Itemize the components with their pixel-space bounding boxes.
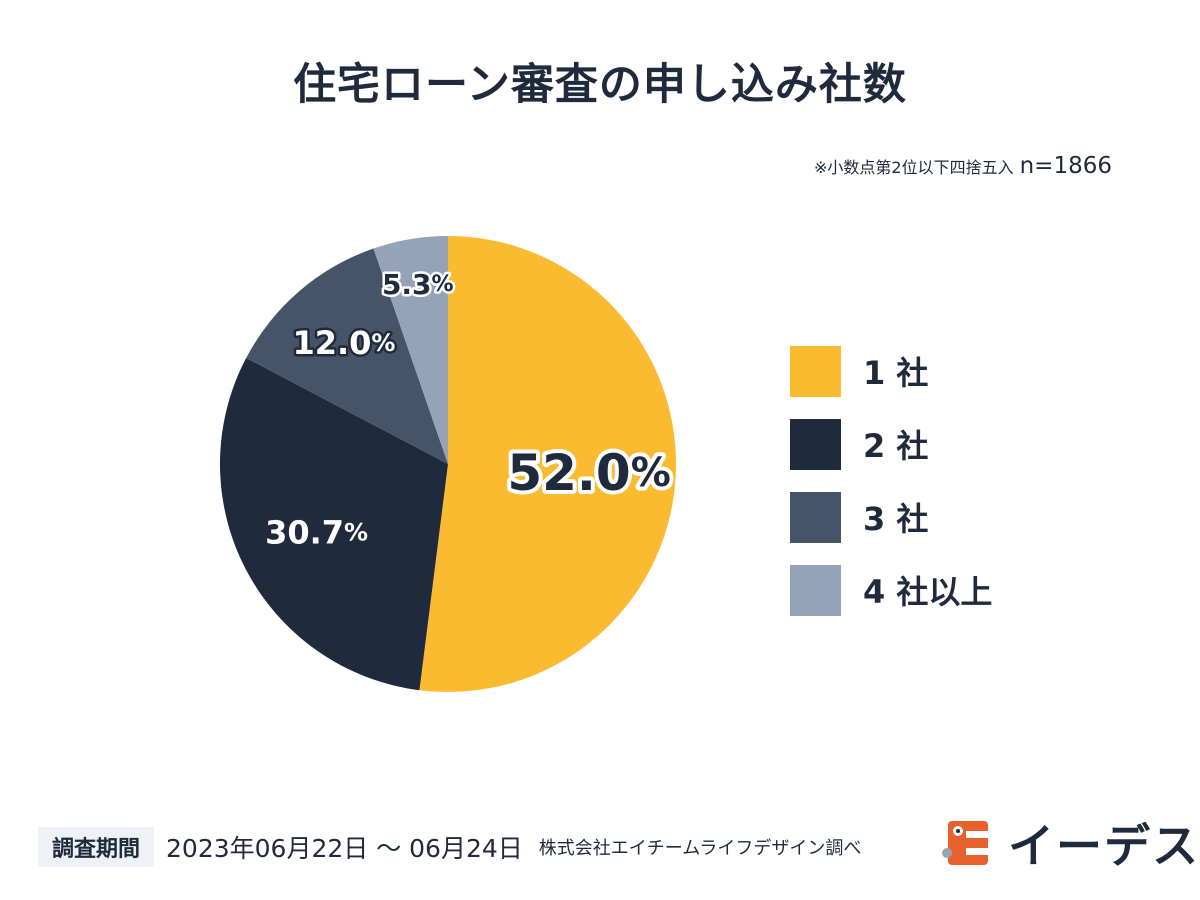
slice-label: 12.0% <box>292 324 395 362</box>
legend-label: 1 社 <box>863 354 929 392</box>
chart-note: ※小数点第2位以下四捨五入 n=1866 <box>814 153 1112 179</box>
pie-slice <box>246 248 448 464</box>
legend-swatch <box>790 564 841 616</box>
brand: イーデス <box>942 810 1200 876</box>
sample-size: n=1866 <box>1019 153 1112 179</box>
legend-swatch <box>790 418 841 470</box>
legend-label: 2 社 <box>863 427 929 465</box>
slice-label: 52.0% <box>507 444 670 502</box>
legend-swatch <box>790 491 841 543</box>
legend: 1 社 2 社 3 社 4 社以上 <box>790 345 992 637</box>
footer: 調査期間 2023年06月22日 〜 06月24日 株式会社エイチームライフデザ… <box>38 827 861 867</box>
legend-item: 4 社以上 <box>790 564 992 616</box>
legend-label: 3 社 <box>863 500 929 538</box>
brand-name: イーデス <box>1008 819 1200 873</box>
survey-period-label: 調査期間 <box>38 827 155 867</box>
legend-item: 2 社 <box>790 418 992 470</box>
pie-slice <box>373 236 448 464</box>
brand-logo-icon <box>942 821 988 865</box>
rounding-note: ※小数点第2位以下四捨五入 <box>814 158 1014 177</box>
slice-label: 30.7% <box>265 514 368 552</box>
legend-swatch <box>790 345 841 397</box>
survey-period: 2023年06月22日 〜 06月24日 <box>166 834 523 863</box>
legend-label: 4 社以上 <box>863 573 993 611</box>
slice-label: 5.3% <box>382 268 454 301</box>
pie-slice <box>419 236 676 693</box>
legend-item: 3 社 <box>790 491 992 543</box>
survey-credit: 株式会社エイチームライフデザイン調べ <box>538 838 862 859</box>
chart-title: 住宅ローン審査の申し込み社数 <box>293 60 907 110</box>
legend-item: 1 社 <box>790 345 992 397</box>
pie-slice <box>219 357 448 691</box>
